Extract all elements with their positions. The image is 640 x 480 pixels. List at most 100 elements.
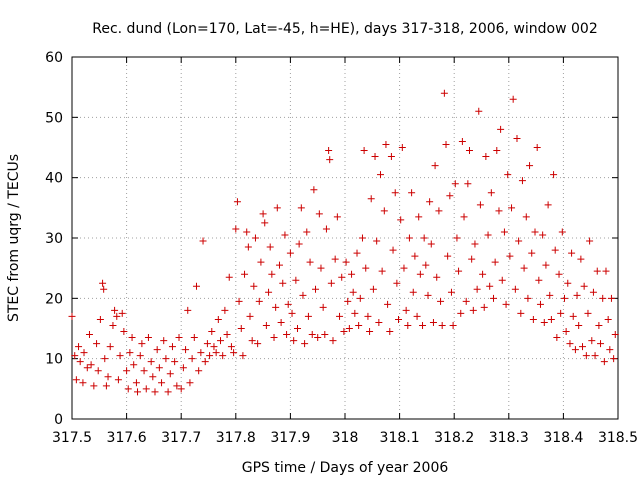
data-point xyxy=(232,225,240,233)
data-point xyxy=(364,312,372,320)
data-point xyxy=(348,270,356,278)
data-point xyxy=(431,162,439,170)
data-point xyxy=(79,379,87,387)
data-point xyxy=(195,367,203,375)
data-point xyxy=(468,255,476,263)
data-point xyxy=(345,325,353,332)
x-tick-label: 317.6 xyxy=(107,430,147,446)
data-point xyxy=(373,237,381,245)
data-point xyxy=(85,331,93,339)
data-point xyxy=(404,321,412,329)
data-point xyxy=(353,249,361,257)
y-tick-label: 30 xyxy=(45,231,63,247)
data-point xyxy=(101,355,109,363)
y-tick-label: 0 xyxy=(54,412,63,428)
data-point xyxy=(171,358,179,366)
data-point xyxy=(168,343,176,351)
data-point xyxy=(539,231,547,239)
data-point xyxy=(342,258,350,266)
data-point xyxy=(199,237,207,245)
data-point xyxy=(175,334,183,342)
data-point xyxy=(217,337,225,345)
y-tick-label: 20 xyxy=(45,291,63,307)
data-point xyxy=(100,285,108,293)
data-point xyxy=(360,147,368,155)
y-tick-label: 10 xyxy=(45,352,63,368)
x-tick-label: 318.3 xyxy=(489,430,529,446)
data-point xyxy=(275,261,283,269)
data-point xyxy=(382,140,390,148)
x-tick-label: 317.7 xyxy=(161,430,201,446)
data-point xyxy=(520,264,528,272)
data-point xyxy=(602,267,610,275)
data-point xyxy=(123,367,131,375)
data-point xyxy=(268,270,276,278)
data-point xyxy=(118,309,126,317)
data-point xyxy=(358,234,366,242)
x-axis-label: GPS time / Days of year 2006 xyxy=(242,460,449,476)
data-point xyxy=(261,219,269,227)
data-point xyxy=(132,379,140,387)
data-point xyxy=(319,303,327,311)
data-point xyxy=(513,134,521,142)
data-point xyxy=(518,177,526,185)
data-point xyxy=(76,358,84,366)
data-point xyxy=(164,388,172,396)
data-point xyxy=(607,294,615,302)
data-point xyxy=(130,361,138,369)
data-point xyxy=(528,249,536,257)
data-point xyxy=(327,279,335,287)
data-point xyxy=(497,125,505,133)
data-point xyxy=(310,186,318,194)
data-point xyxy=(99,279,107,287)
y-tick-label: 40 xyxy=(45,171,63,187)
data-point xyxy=(413,312,421,320)
data-point xyxy=(219,352,227,360)
data-point xyxy=(564,279,572,287)
data-point xyxy=(227,343,235,351)
data-point xyxy=(542,261,550,269)
data-point xyxy=(149,373,157,381)
data-point xyxy=(577,255,585,263)
data-point xyxy=(597,340,605,348)
data-point xyxy=(480,303,488,311)
data-point xyxy=(293,325,301,332)
data-point xyxy=(508,204,516,212)
data-point xyxy=(283,331,291,339)
data-point xyxy=(356,294,364,302)
data-point xyxy=(376,171,384,179)
data-point xyxy=(243,228,251,236)
data-point xyxy=(393,279,401,287)
data-point xyxy=(104,373,112,381)
data-point xyxy=(72,376,80,384)
data-point xyxy=(557,309,565,317)
data-point xyxy=(424,291,432,299)
data-point xyxy=(444,252,452,260)
data-point xyxy=(600,358,608,366)
data-point xyxy=(408,189,416,197)
data-point xyxy=(124,385,132,393)
data-point xyxy=(398,144,406,151)
data-point xyxy=(151,388,159,396)
data-point xyxy=(435,207,443,215)
data-point xyxy=(114,376,122,384)
data-point xyxy=(422,261,430,269)
data-point xyxy=(297,204,305,212)
data-point xyxy=(308,331,316,339)
data-point xyxy=(495,207,503,215)
y-axis-label: STEC from uqrg / TECUs xyxy=(6,154,22,322)
data-point xyxy=(504,171,512,179)
data-point xyxy=(299,291,307,299)
data-point xyxy=(546,291,554,299)
data-point xyxy=(405,234,413,242)
grid xyxy=(72,57,618,419)
data-point xyxy=(303,228,311,236)
data-point xyxy=(306,258,314,266)
data-point xyxy=(336,312,344,320)
data-point xyxy=(560,294,568,302)
data-point xyxy=(251,234,259,242)
x-tick-label: 318.4 xyxy=(543,430,583,446)
data-point xyxy=(437,297,445,305)
data-point xyxy=(426,198,434,206)
